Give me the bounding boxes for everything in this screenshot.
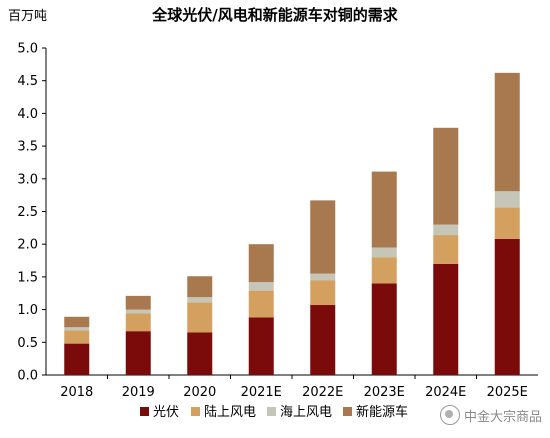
bar-segment-onshore-wind	[64, 330, 90, 344]
bar-segment-offshore-wind	[494, 191, 520, 208]
bar-segment-onshore-wind	[310, 280, 336, 306]
bar-segment-pv	[64, 343, 90, 375]
legend-label: 光伏	[153, 405, 179, 420]
bar-segment-nev	[494, 72, 520, 192]
bar-segment-offshore-wind	[64, 327, 90, 331]
bar-segment-pv	[494, 238, 520, 375]
bar-segment-nev	[125, 295, 151, 310]
y-tick-label: 1.5	[17, 270, 38, 285]
bar-segment-onshore-wind	[187, 302, 213, 333]
bar-segment-nev	[187, 276, 213, 298]
legend-swatch	[140, 407, 149, 416]
bar-segment-nev	[310, 200, 336, 274]
bar-segment-pv	[310, 305, 336, 375]
legend-label: 海上风电	[280, 405, 332, 420]
y-tick-label: 2.5	[17, 205, 38, 220]
bar-segment-pv	[125, 331, 151, 375]
legend-swatch	[267, 407, 276, 416]
bar-segment-pv	[248, 317, 274, 375]
legend-label: 新能源车	[356, 404, 408, 420]
x-tick-label: 2021E	[241, 385, 282, 400]
bar-segment-offshore-wind	[310, 273, 336, 281]
watermark: 中金大宗商品	[439, 405, 542, 425]
y-tick-label: 4.5	[17, 74, 38, 89]
bar-segment-onshore-wind	[371, 257, 397, 284]
bar-segment-pv	[371, 283, 397, 375]
bar-segment-offshore-wind	[125, 309, 151, 314]
x-tick-label: 2024E	[425, 385, 466, 400]
bar-segment-nev	[64, 316, 90, 328]
y-tick-label: 1.0	[17, 303, 38, 318]
bar-segment-onshore-wind	[433, 235, 459, 264]
x-tick-label: 2018	[60, 385, 93, 400]
bar-segment-onshore-wind	[494, 207, 520, 239]
legend-swatch	[343, 407, 352, 416]
y-axis-unit-label: 百万吨	[8, 9, 48, 24]
y-tick-label: 5.0	[17, 42, 38, 57]
bar-segment-nev	[248, 244, 274, 283]
y-tick-label: 2.0	[17, 238, 38, 253]
bar-segment-offshore-wind	[187, 297, 213, 303]
bar-segment-offshore-wind	[433, 224, 459, 236]
bar-segment-onshore-wind	[125, 313, 151, 332]
x-tick-label: 2019	[122, 385, 155, 400]
legend-label: 陆上风电	[204, 404, 256, 420]
x-tick-label: 2025E	[487, 385, 528, 400]
y-tick-label: 3.0	[17, 172, 38, 187]
y-tick-label: 3.5	[17, 140, 38, 155]
y-tick-label: 0.5	[17, 336, 38, 351]
watermark-text: 中金大宗商品	[463, 409, 542, 425]
legend-swatch	[191, 407, 200, 416]
x-tick-label: 2022E	[302, 385, 343, 400]
chart-title: 全球光伏/风电和新能源车对铜的需求	[152, 6, 398, 24]
bar-segment-onshore-wind	[248, 290, 274, 318]
bar-segment-pv	[433, 263, 459, 375]
bar-segment-nev	[371, 171, 397, 248]
bar-segment-offshore-wind	[248, 282, 274, 291]
y-tick-label: 4.0	[17, 107, 38, 122]
wechat-icon	[439, 405, 460, 425]
bar-segment-pv	[187, 332, 213, 375]
bar-segment-nev	[433, 127, 459, 225]
x-tick-label: 2020	[183, 385, 216, 400]
bar-segment-offshore-wind	[371, 247, 397, 258]
y-tick-label: 0.0	[17, 369, 38, 384]
x-tick-label: 2023E	[364, 385, 405, 400]
